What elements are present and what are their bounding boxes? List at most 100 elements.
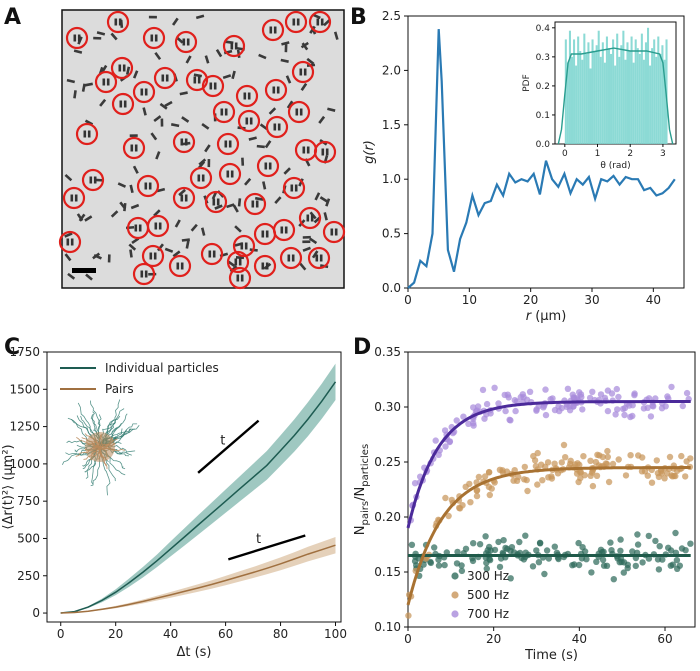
data-point (470, 540, 477, 547)
particle (237, 198, 242, 207)
x-tick-label: 0 (404, 632, 412, 646)
pair-rod (245, 117, 249, 125)
pair-rod (114, 18, 118, 26)
data-point (666, 453, 674, 461)
pair-circle (228, 266, 252, 290)
pair-circle (189, 166, 213, 190)
data-point (473, 492, 481, 500)
x-tick-label: 20 (486, 632, 501, 646)
data-point (673, 556, 681, 564)
pair-rod (138, 224, 142, 232)
data-point (639, 454, 646, 461)
pair-rod (334, 228, 338, 236)
data-point (631, 390, 638, 397)
particle (66, 78, 76, 84)
pair-rod (224, 108, 228, 116)
y-tick-label: 0.35 (374, 345, 401, 359)
pair-rod (243, 92, 247, 100)
particle (153, 209, 161, 217)
pair-circle (264, 78, 288, 102)
y-tick-label: 0 (32, 606, 40, 620)
data-point (523, 476, 530, 484)
pair-circle (142, 26, 166, 50)
data-point (543, 547, 551, 554)
pair-rod (184, 194, 188, 202)
particle (185, 55, 192, 64)
pair-circle (200, 242, 224, 266)
particle (211, 191, 218, 200)
data-point (516, 538, 523, 546)
data-point (597, 546, 605, 553)
data-point (458, 567, 466, 575)
particle (300, 82, 308, 91)
x-axis-label: r (µm) (526, 309, 567, 324)
particle (286, 100, 294, 109)
particle (323, 18, 331, 27)
pair-rod (265, 230, 269, 238)
pair-rod (280, 226, 284, 234)
data-point (656, 543, 663, 550)
particle (244, 177, 252, 186)
pair-rod (272, 86, 276, 94)
histogram-bar (599, 56, 602, 144)
data-point (533, 547, 540, 554)
histogram-bar (614, 65, 617, 144)
data-point (441, 561, 448, 569)
data-point (580, 453, 587, 460)
data-point (500, 537, 507, 544)
particle (311, 250, 319, 259)
data-point (587, 472, 594, 479)
particle (171, 17, 179, 26)
particle (254, 196, 264, 201)
particle (160, 118, 164, 127)
data-point (641, 468, 649, 475)
particle (333, 31, 339, 40)
particle (128, 243, 137, 251)
data-point (507, 575, 514, 582)
particle (281, 41, 290, 46)
y-tick-label: 0.25 (374, 455, 401, 469)
slope-guide-line (227, 534, 306, 561)
pair-rod (264, 162, 268, 170)
particle (248, 136, 257, 141)
particle (195, 14, 205, 20)
y-tick-label: 750 (17, 494, 40, 508)
data-point (624, 564, 631, 572)
particle (129, 249, 133, 258)
histogram-bar (566, 62, 569, 144)
data-point (647, 413, 655, 420)
pair-rod (234, 258, 238, 266)
pair-rod (123, 100, 127, 108)
histogram-bar (620, 45, 623, 144)
micrograph-pair-circles (58, 10, 346, 290)
data-point (588, 569, 595, 576)
pair-circle (174, 30, 198, 54)
data-point (405, 612, 412, 619)
pair-circle (237, 109, 261, 133)
pair-rod (77, 34, 81, 42)
data-point (583, 556, 590, 563)
data-point (502, 407, 509, 415)
pair-circle (106, 10, 130, 34)
legend-label: 500 Hz (467, 588, 509, 602)
pair-rod (269, 26, 273, 34)
particle (241, 157, 245, 166)
data-point (576, 389, 583, 396)
histogram-bar (644, 42, 648, 145)
histogram-bar (591, 39, 594, 144)
pair-rod (148, 182, 152, 190)
pair-rod (244, 242, 248, 250)
particle (174, 219, 181, 228)
panel-label-b: B (350, 5, 367, 30)
pair-rod (154, 34, 158, 42)
pair-rod (213, 82, 217, 90)
pair-rod (70, 194, 74, 202)
pair-rod (273, 123, 277, 131)
inset-x-tick-label: 0 (562, 149, 568, 159)
x-tick-label: 40 (646, 293, 661, 307)
pair-circle (141, 244, 165, 268)
data-point (470, 404, 477, 411)
slope-guide-label: t (220, 433, 225, 448)
data-point (661, 475, 668, 482)
particle (125, 66, 131, 75)
